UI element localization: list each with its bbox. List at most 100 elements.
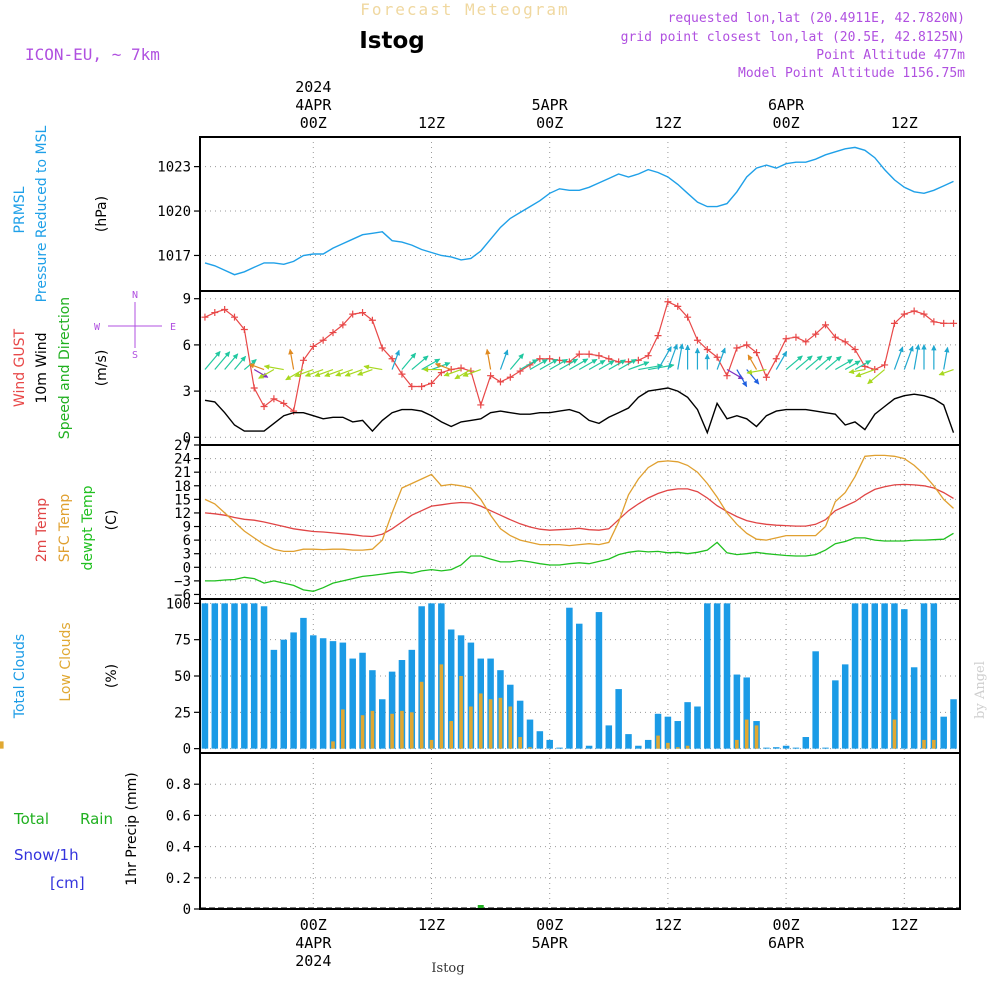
low-clouds-bar — [922, 739, 926, 749]
total-clouds-bar — [644, 739, 652, 749]
wind-10m-line — [204, 387, 955, 435]
low-clouds-bar — [498, 697, 503, 749]
wind-arrow-head — [741, 381, 747, 388]
total-clouds-label: Total Clouds — [12, 634, 28, 719]
total-clouds-bar — [625, 734, 632, 749]
wind-arrow-head — [582, 358, 589, 364]
total-clouds-bar — [822, 747, 829, 749]
y-tick-label: 0.6 — [166, 808, 191, 824]
gust-marker — [359, 309, 367, 317]
wind-arrow-head — [215, 350, 221, 357]
gust-marker — [723, 372, 731, 380]
wind-arrow-head — [915, 344, 921, 350]
wind-arrow-head — [720, 347, 726, 354]
credit-watermark: by Angel — [973, 661, 988, 719]
bottom-time-label: 12Z — [891, 916, 918, 934]
wind-arrow-head — [443, 371, 450, 377]
low-clouds-bar — [656, 735, 660, 749]
gust-marker — [822, 321, 829, 329]
total-clouds-bar — [881, 603, 888, 749]
total-clouds-bar — [270, 649, 278, 749]
wind-arrow-head — [314, 371, 321, 377]
gust-marker — [378, 344, 386, 352]
wind-arrow-head — [796, 355, 803, 362]
total-clouds-bar — [841, 664, 849, 749]
rain-event-bar — [477, 905, 484, 908]
y-tick-label: 0.8 — [166, 777, 191, 793]
wind-arrow-head — [944, 346, 950, 353]
gust-marker — [299, 356, 307, 364]
total-clouds-bar — [635, 745, 642, 749]
total-clouds-bar — [733, 674, 741, 749]
top-time-label: 6APR — [768, 96, 805, 114]
pressure-ticks: 1017 1020 1023 — [157, 160, 200, 264]
model-label: ICON-EU, ~ 7km — [25, 45, 160, 64]
gust-marker — [950, 319, 958, 327]
y-tick-label: −6 — [174, 587, 191, 603]
low-clouds-bar — [410, 712, 414, 749]
total-clouds-bar — [694, 706, 701, 749]
y-tick-label: 3 — [183, 547, 191, 563]
wind-arrow-head — [363, 364, 370, 370]
gust-marker — [684, 313, 692, 321]
low-clouds-bar — [360, 715, 365, 749]
precip-total-label: Total — [13, 810, 49, 828]
pressure-label-1: PRMSL — [12, 186, 28, 233]
wind-arrow-head — [848, 368, 855, 375]
gust-marker — [831, 333, 839, 341]
gust-marker — [388, 355, 396, 363]
total-clouds-bar — [713, 603, 721, 749]
wind-arrow-head — [541, 359, 548, 365]
wind-arrow-head — [806, 355, 813, 362]
gust-marker — [240, 326, 248, 333]
total-clouds-bar — [773, 747, 780, 749]
top-time-label: 12Z — [891, 114, 918, 132]
y-tick-label: 25 — [174, 705, 191, 721]
total-clouds-bar — [349, 658, 356, 749]
bottom-time-label: 00Z — [536, 916, 563, 934]
bottom-time-label: 12Z — [418, 916, 445, 934]
gust-marker — [910, 307, 918, 315]
pressure-panel: 1017 1020 1023 PRMSL Pressure Reduced to M… — [12, 125, 961, 302]
y-tick-label: 0 — [183, 430, 191, 446]
gust-marker — [201, 313, 209, 321]
wind-arrow-head — [454, 374, 461, 380]
gust-marker — [329, 329, 337, 337]
total-clouds-bar — [910, 667, 918, 749]
gust-marker — [575, 350, 583, 358]
low-clouds-bar — [508, 706, 513, 749]
wind-arrow-head — [263, 364, 270, 370]
wind-arrow-head — [630, 358, 637, 365]
bottom-time-label: 2024 — [295, 952, 331, 970]
wind-arrow-head — [591, 358, 598, 365]
wind-arrow-head — [835, 355, 842, 362]
low-clouds-bar — [675, 747, 680, 749]
pressure-label-2: Pressure Reduced to MSL — [34, 125, 50, 302]
wind-arrow-head — [324, 371, 331, 377]
wind-arrow-head — [531, 359, 539, 365]
precip-ticks: 0 0.2 0.4 0.6 0.8 — [166, 777, 200, 918]
wind-arrow-head — [335, 371, 342, 377]
gust-marker — [231, 313, 238, 321]
total-clouds-bar — [566, 607, 573, 749]
wind-series — [201, 298, 958, 435]
gust-marker — [546, 355, 554, 363]
gust-marker — [516, 367, 524, 375]
gust-marker — [290, 407, 298, 415]
y-tick-label: 75 — [174, 633, 191, 649]
wind-arrow-head — [250, 359, 257, 365]
wind-frame — [199, 290, 961, 446]
location-title: Istog — [359, 28, 425, 54]
total-clouds-bar — [743, 677, 750, 749]
total-clouds-bar — [576, 623, 583, 749]
total-clouds-bar — [310, 635, 317, 749]
top-time-label: 2024 — [295, 78, 331, 96]
wind-arrow-head — [518, 353, 524, 360]
total-clouds-bar — [664, 716, 672, 749]
gust-marker — [270, 395, 278, 403]
gust-marker — [309, 342, 317, 350]
meteogram-title: Forecast Meteogram — [360, 0, 569, 19]
